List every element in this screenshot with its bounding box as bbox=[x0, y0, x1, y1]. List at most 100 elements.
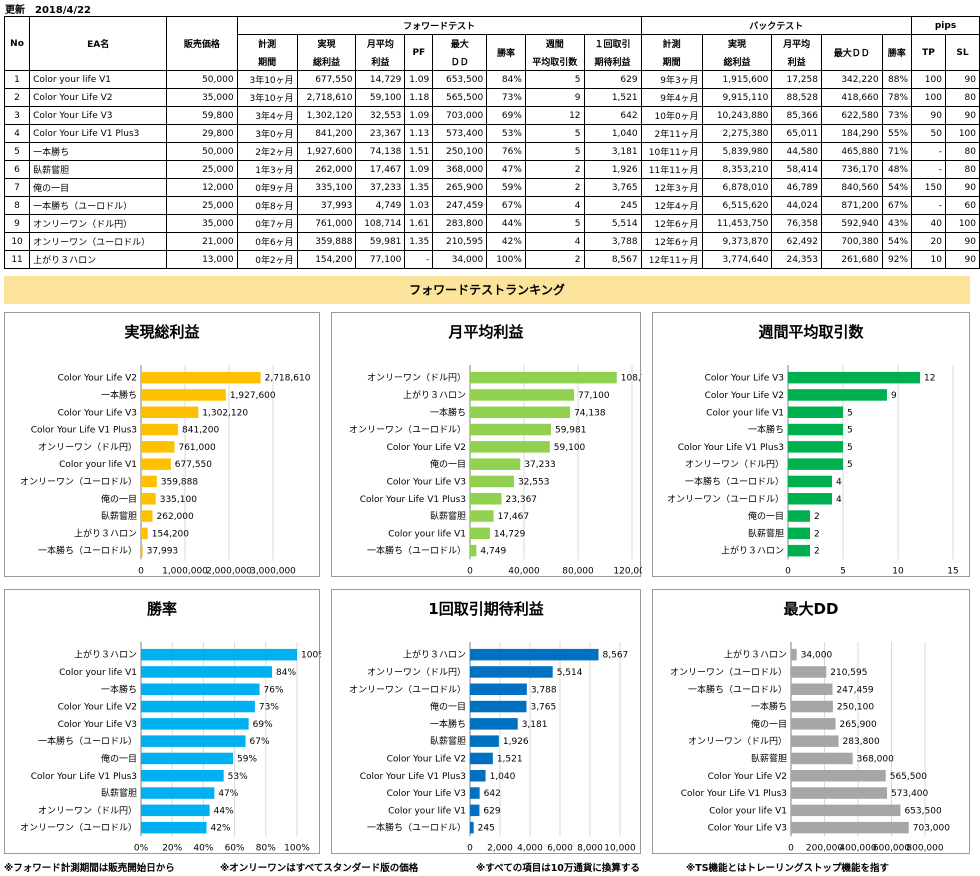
bar bbox=[791, 666, 827, 678]
table-cell: 1.03 bbox=[404, 196, 434, 215]
bar bbox=[470, 475, 514, 488]
table-cell: 8,567 bbox=[583, 250, 642, 269]
x-tick-label: 2,000 bbox=[487, 843, 513, 853]
table-cell: 10,243,880 bbox=[701, 106, 773, 125]
data-label: 8,567 bbox=[603, 651, 629, 661]
table-cell: 4,749 bbox=[355, 196, 406, 215]
data-label: 37,233 bbox=[524, 460, 556, 470]
x-tick-label: 2,000,000 bbox=[206, 566, 252, 576]
table-cell: 2 bbox=[524, 250, 585, 269]
table-cell: 6,878,010 bbox=[701, 178, 773, 197]
data-label: 4 bbox=[836, 477, 842, 487]
category-label: 一本勝ち bbox=[430, 718, 466, 730]
category-label: 臥薪嘗胆 bbox=[430, 735, 466, 747]
table-cell: 43% bbox=[881, 214, 913, 233]
category-label: Color Your Life V1 Plus3 bbox=[31, 772, 137, 782]
data-label: 34,000 bbox=[801, 651, 833, 661]
table-cell: 245 bbox=[583, 196, 642, 215]
category-label: Color Your Life V2 bbox=[58, 703, 137, 713]
table-row: 4 Color Your Life V1 Plus3 29,800 3年0ヶ月 841,… bbox=[3, 124, 980, 143]
table-cell: 35,000 bbox=[166, 214, 238, 233]
table-cell: 150 bbox=[911, 178, 946, 197]
x-tick-label: 8,000 bbox=[577, 843, 603, 853]
table-cell: 2年11ヶ月 bbox=[640, 124, 703, 143]
data-label: 245 bbox=[478, 824, 495, 834]
table-row: 11 上がり３ハロン 13,000 0年2ヶ月 154,200 77,100-34,000… bbox=[3, 250, 980, 269]
table-cell: 88% bbox=[881, 70, 913, 89]
x-tick-label: 4,000 bbox=[517, 843, 543, 853]
data-label: 265,900 bbox=[840, 720, 877, 730]
bar bbox=[788, 371, 920, 384]
x-tick-label: 0 bbox=[788, 843, 794, 853]
col-f-period-2: 期間 bbox=[236, 52, 298, 71]
footnote-1: ※フォワード計測期間は販売開始日から bbox=[4, 863, 175, 874]
category-label: 臥薪嘗胆 bbox=[430, 510, 466, 522]
col-f-weekly-2: 平均取引数 bbox=[524, 52, 585, 71]
bar bbox=[788, 475, 832, 488]
table-cell: 90 bbox=[944, 70, 980, 89]
table-cell: 0年7ヶ月 bbox=[236, 214, 298, 233]
table-cell: 90 bbox=[944, 178, 980, 197]
table-cell: 69% bbox=[486, 106, 526, 125]
data-label: 76% bbox=[264, 685, 284, 695]
bar bbox=[470, 718, 518, 730]
category-label: 上がり３ハロン bbox=[74, 649, 137, 661]
table-cell: 90 bbox=[944, 250, 980, 269]
col-f-exp-1: １回取引 bbox=[583, 34, 642, 53]
table-cell: 54% bbox=[881, 178, 913, 197]
table-cell: 0年6ヶ月 bbox=[236, 232, 298, 251]
col-sl: SL bbox=[944, 34, 980, 71]
data-label: 2 bbox=[814, 547, 820, 557]
bar bbox=[470, 527, 490, 540]
bar bbox=[791, 752, 853, 765]
chart-weekly-trades: 週間平均取引数 0 5 10 15 Color Your Life V3 12 Color Y… bbox=[652, 312, 970, 577]
x-tick-label: 400,000 bbox=[839, 843, 876, 853]
table-cell: 8 bbox=[3, 196, 31, 215]
table-cell: 12年11ヶ月 bbox=[640, 250, 703, 269]
table-cell: 13,000 bbox=[166, 250, 238, 269]
bar bbox=[788, 389, 887, 401]
category-label: 一本勝ち bbox=[101, 683, 137, 695]
data-label: 677,550 bbox=[175, 460, 212, 470]
bar bbox=[141, 371, 261, 384]
table-cell: 736,170 bbox=[820, 160, 883, 179]
x-tick-label: 600,000 bbox=[873, 843, 910, 853]
table-cell: 1,927,600 bbox=[296, 142, 357, 161]
footnote-2: ※オンリーワンはすべてスタンダード版の価格 bbox=[220, 863, 419, 874]
table-cell: 78% bbox=[881, 88, 913, 107]
table-cell: 283,800 bbox=[432, 214, 488, 233]
table-cell: オンリーワン（ドル円） bbox=[29, 214, 168, 233]
table-cell: 3,774,640 bbox=[701, 250, 773, 269]
table-cell: 80 bbox=[944, 142, 980, 161]
category-label: 上がり３ハロン bbox=[721, 545, 784, 557]
category-label: 俺の一目 bbox=[748, 510, 784, 522]
table-cell: Color your life V1 bbox=[29, 70, 168, 89]
bar bbox=[470, 389, 575, 401]
table-cell: 359,888 bbox=[296, 232, 357, 251]
bar bbox=[141, 648, 297, 661]
x-tick-label: 10 bbox=[892, 566, 904, 576]
table-cell: 73% bbox=[486, 88, 526, 107]
table-cell: 1.18 bbox=[404, 88, 434, 107]
data-label: 1,302,120 bbox=[202, 408, 248, 418]
table-cell: 5 bbox=[524, 124, 585, 143]
data-label: 73% bbox=[259, 703, 279, 713]
table-cell: 11年11ヶ月 bbox=[640, 160, 703, 179]
table-cell: 55% bbox=[881, 124, 913, 143]
category-label: 俺の一目 bbox=[430, 701, 466, 713]
table-cell: - bbox=[911, 196, 946, 215]
table-cell: 342,220 bbox=[820, 70, 883, 89]
table-cell: 1.09 bbox=[404, 106, 434, 125]
table-row: 7 俺の一目 12,000 0年9ヶ月 335,100 37,233 1.35 265,900… bbox=[3, 178, 980, 197]
data-label: 59,100 bbox=[554, 443, 586, 453]
bar bbox=[791, 718, 836, 730]
data-label: 3,181 bbox=[522, 720, 548, 730]
x-tick-label: 0 bbox=[138, 566, 144, 576]
table-cell: 1 bbox=[3, 70, 31, 89]
data-label: 23,367 bbox=[506, 495, 538, 505]
bar bbox=[791, 804, 901, 817]
data-label: 67% bbox=[250, 737, 270, 747]
data-label: 44% bbox=[214, 806, 234, 816]
table-cell: 44,580 bbox=[771, 142, 822, 161]
table-row: 6 臥薪嘗胆 25,000 1年3ヶ月 262,000 17,467 1.09 368,000… bbox=[3, 160, 980, 179]
